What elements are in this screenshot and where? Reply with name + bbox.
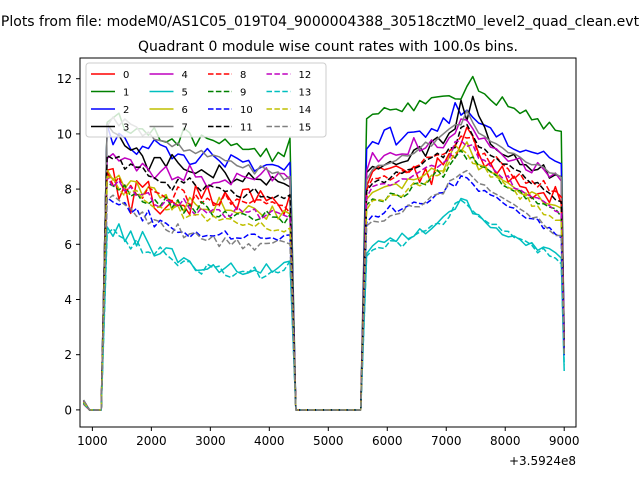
- legend-label-15: 15: [299, 123, 312, 134]
- y-tick-label: 6: [64, 238, 72, 252]
- legend-label-2: 2: [123, 105, 129, 116]
- legend-label-0: 0: [123, 70, 129, 81]
- y-tick-label: 2: [64, 348, 72, 362]
- legend-label-4: 4: [182, 70, 188, 81]
- x-tick-label: 5000: [313, 434, 344, 448]
- x-tick-label: 6000: [372, 434, 403, 448]
- x-axis: 1000 2000 3000 4000 5000 6000 7000 8000 9000: [77, 427, 579, 448]
- series-line-9: [82, 149, 565, 411]
- legend-label-13: 13: [299, 88, 312, 99]
- y-tick-label: 8: [64, 183, 72, 197]
- y-tick-label: 4: [64, 293, 72, 307]
- chart-title: Quadrant 0 module wise count rates with …: [138, 39, 518, 55]
- y-axis: 0 2 4 6 8 10 12: [57, 72, 80, 417]
- legend-box: [85, 62, 327, 138]
- legend-label-12: 12: [299, 70, 312, 81]
- x-tick-label: 1000: [77, 434, 108, 448]
- x-tick-label: 9000: [549, 434, 580, 448]
- x-tick-label: 2000: [136, 434, 167, 448]
- x-offset-label: +3.5924e8: [509, 454, 576, 468]
- legend-label-1: 1: [123, 88, 129, 99]
- figure-suptitle: Plots from file: modeM0/AS1C05_019T04_90…: [1, 14, 640, 30]
- legend-label-3: 3: [123, 123, 129, 134]
- legend-label-11: 11: [240, 123, 253, 134]
- legend-label-8: 8: [240, 70, 246, 81]
- x-tick-label: 8000: [490, 434, 521, 448]
- legend-label-6: 6: [182, 105, 188, 116]
- x-tick-label: 7000: [431, 434, 462, 448]
- legend-label-5: 5: [182, 88, 188, 99]
- y-tick-label: 10: [57, 127, 72, 141]
- series-line-15: [82, 169, 565, 411]
- y-tick-label: 0: [64, 403, 72, 417]
- plot-frame: [79, 57, 577, 428]
- x-tick-label: 4000: [254, 434, 285, 448]
- series-layer: [82, 75, 565, 411]
- legend-label-7: 7: [182, 123, 188, 134]
- legend-label-9: 9: [240, 88, 246, 99]
- legend-label-14: 14: [299, 105, 312, 116]
- legend-label-10: 10: [240, 105, 253, 116]
- x-tick-label: 3000: [195, 434, 226, 448]
- y-tick-label: 12: [57, 72, 72, 86]
